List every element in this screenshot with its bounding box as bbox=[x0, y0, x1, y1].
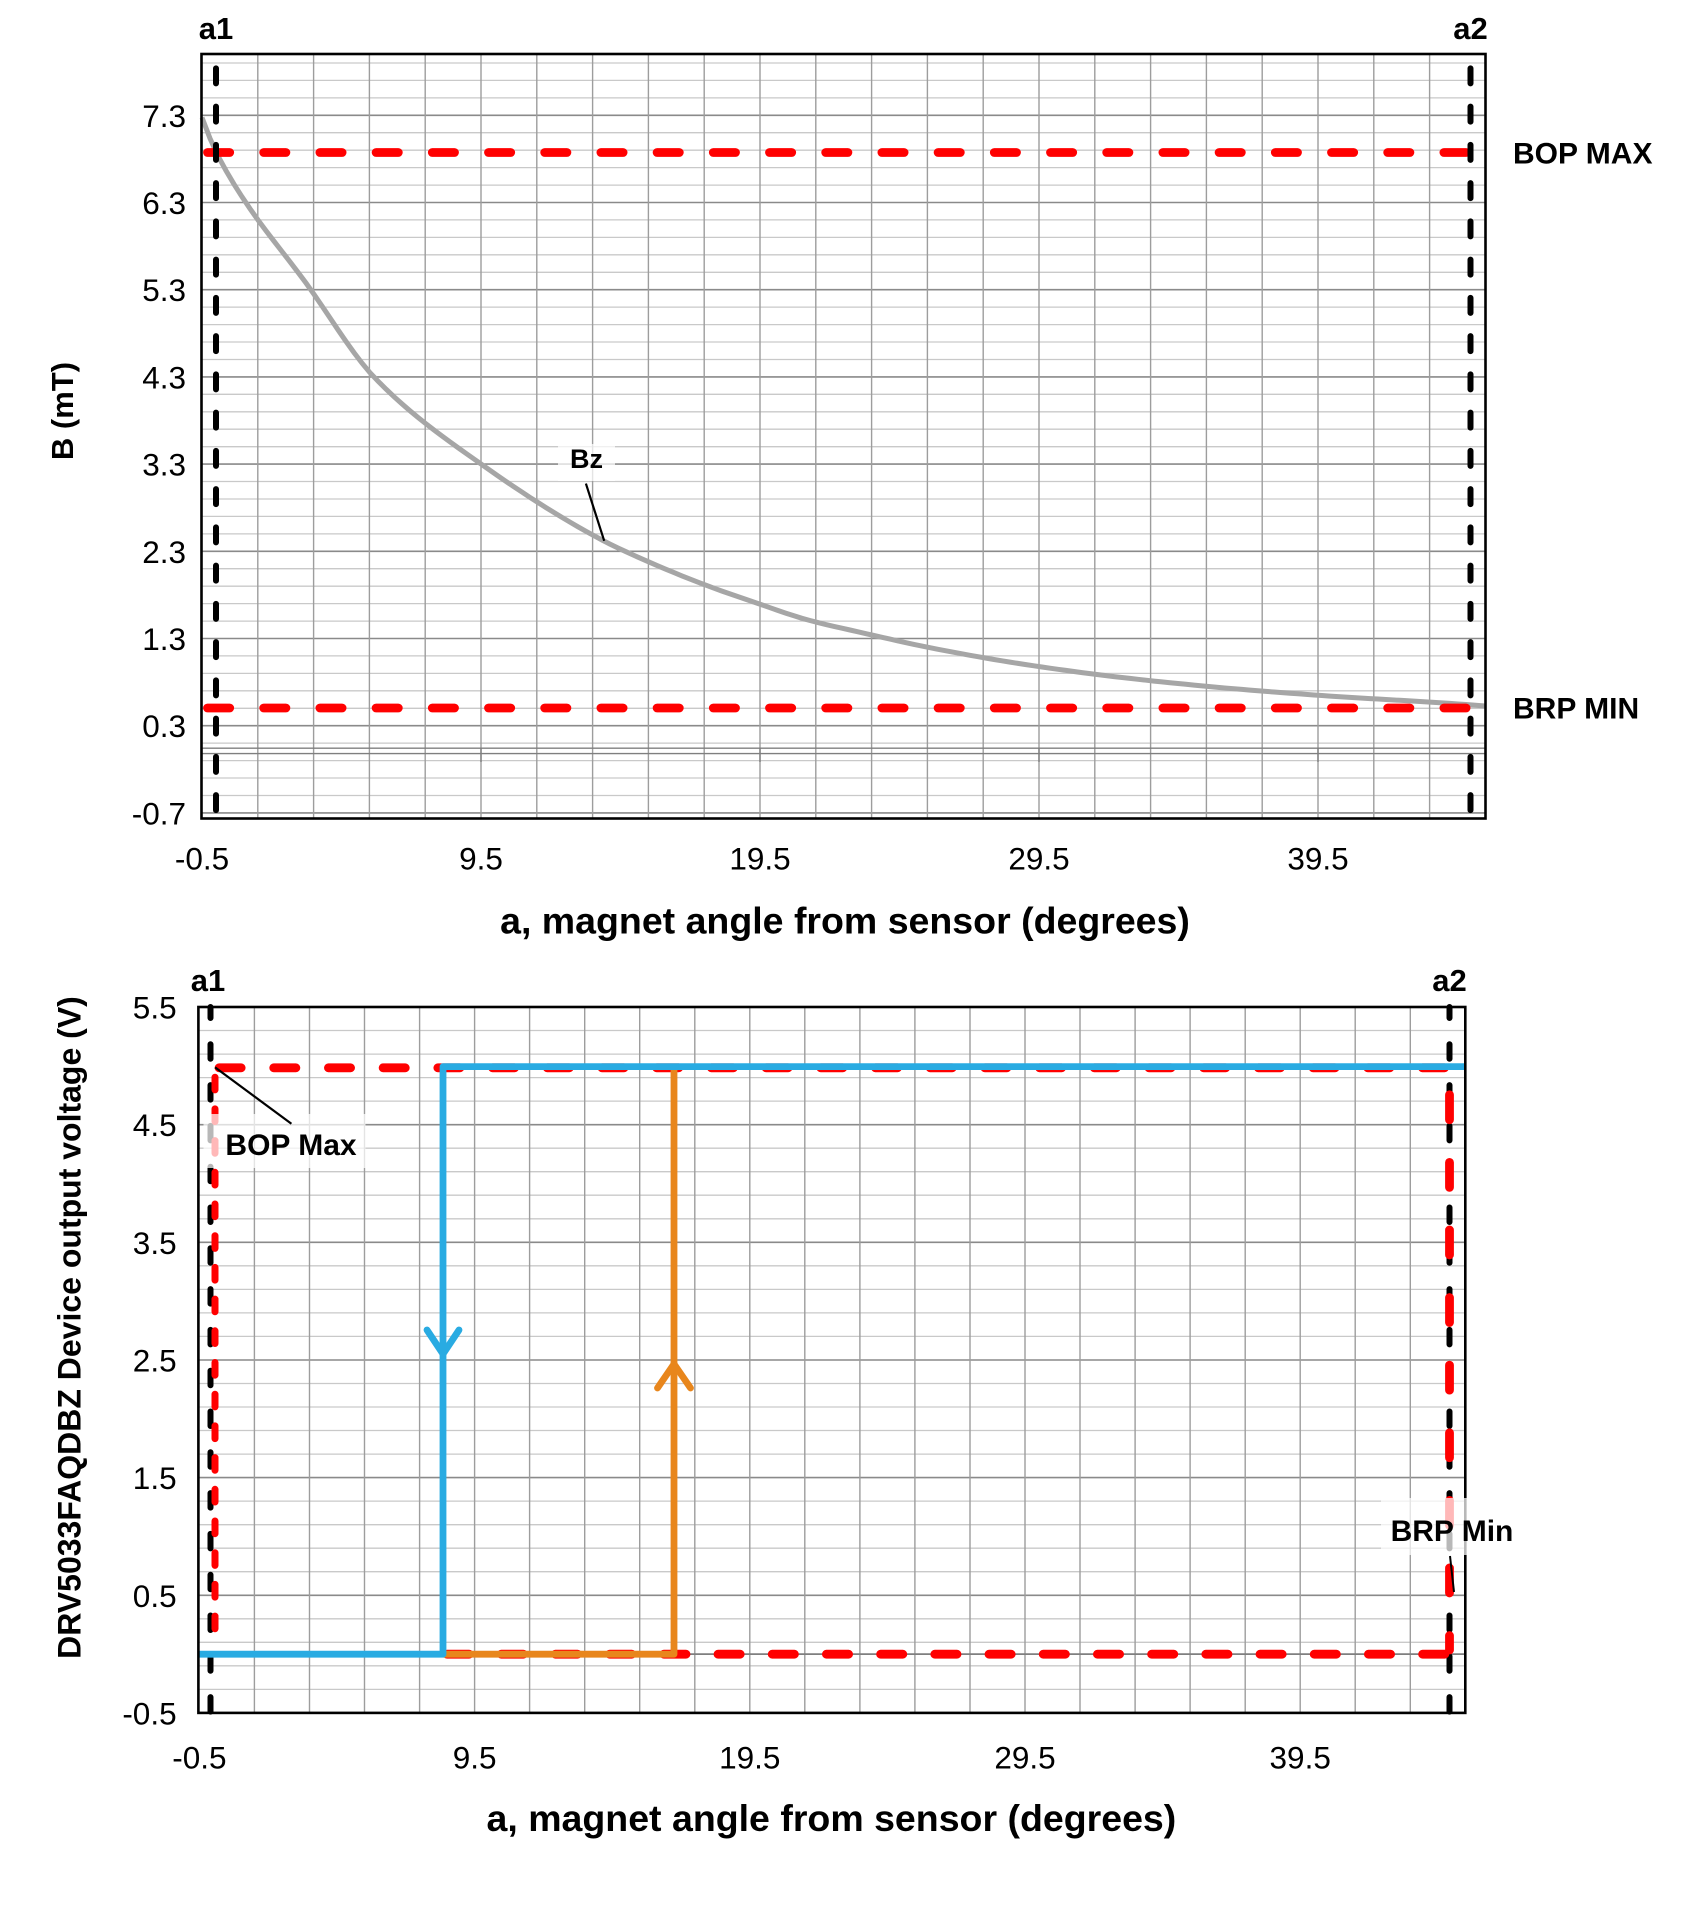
svg-text:-0.7: -0.7 bbox=[132, 795, 186, 831]
svg-text:29.5: 29.5 bbox=[994, 1740, 1055, 1776]
svg-text:a2: a2 bbox=[1432, 963, 1466, 998]
svg-text:39.5: 39.5 bbox=[1287, 841, 1348, 877]
svg-text:1.3: 1.3 bbox=[142, 621, 186, 657]
svg-text:a, magnet angle from sensor (d: a, magnet angle from sensor (degrees) bbox=[500, 900, 1190, 942]
svg-text:0.3: 0.3 bbox=[142, 708, 186, 744]
svg-text:3.3: 3.3 bbox=[142, 447, 186, 483]
svg-text:19.5: 19.5 bbox=[719, 1740, 780, 1776]
svg-text:4.5: 4.5 bbox=[133, 1107, 177, 1143]
svg-text:2.5: 2.5 bbox=[133, 1343, 177, 1379]
svg-text:5.5: 5.5 bbox=[133, 990, 177, 1026]
svg-text:7.3: 7.3 bbox=[142, 98, 186, 134]
svg-text:39.5: 39.5 bbox=[1270, 1740, 1331, 1776]
svg-text:29.5: 29.5 bbox=[1008, 841, 1069, 877]
svg-text:1.5: 1.5 bbox=[133, 1460, 177, 1496]
svg-text:6.3: 6.3 bbox=[142, 185, 186, 221]
svg-text:BRP MIN: BRP MIN bbox=[1513, 693, 1639, 726]
svg-text:-0.5: -0.5 bbox=[175, 841, 229, 877]
svg-text:a, magnet angle from sensor (d: a, magnet angle from sensor (degrees) bbox=[487, 1797, 1177, 1839]
svg-text:3.5: 3.5 bbox=[133, 1225, 177, 1261]
svg-text:Bz: Bz bbox=[570, 444, 603, 474]
svg-text:2.3: 2.3 bbox=[142, 534, 186, 570]
svg-text:9.5: 9.5 bbox=[453, 1740, 497, 1776]
svg-text:BOP MAX: BOP MAX bbox=[1513, 138, 1652, 171]
svg-text:5.3: 5.3 bbox=[142, 272, 186, 308]
svg-text:B (mT): B (mT) bbox=[45, 362, 80, 460]
svg-text:-0.5: -0.5 bbox=[172, 1740, 226, 1776]
svg-text:-0.5: -0.5 bbox=[122, 1695, 176, 1731]
svg-text:4.3: 4.3 bbox=[142, 359, 186, 395]
svg-text:a1: a1 bbox=[199, 11, 233, 46]
svg-text:19.5: 19.5 bbox=[729, 841, 790, 877]
svg-text:BRP Min: BRP Min bbox=[1391, 1515, 1514, 1548]
svg-text:9.5: 9.5 bbox=[459, 841, 503, 877]
svg-text:a2: a2 bbox=[1453, 11, 1487, 46]
svg-text:DRV5033FAQDBZ Device output vo: DRV5033FAQDBZ Device output voltage (V) bbox=[52, 996, 88, 1659]
svg-text:0.5: 0.5 bbox=[133, 1578, 177, 1614]
svg-text:BOP Max: BOP Max bbox=[225, 1129, 356, 1162]
svg-text:a1: a1 bbox=[191, 963, 225, 998]
